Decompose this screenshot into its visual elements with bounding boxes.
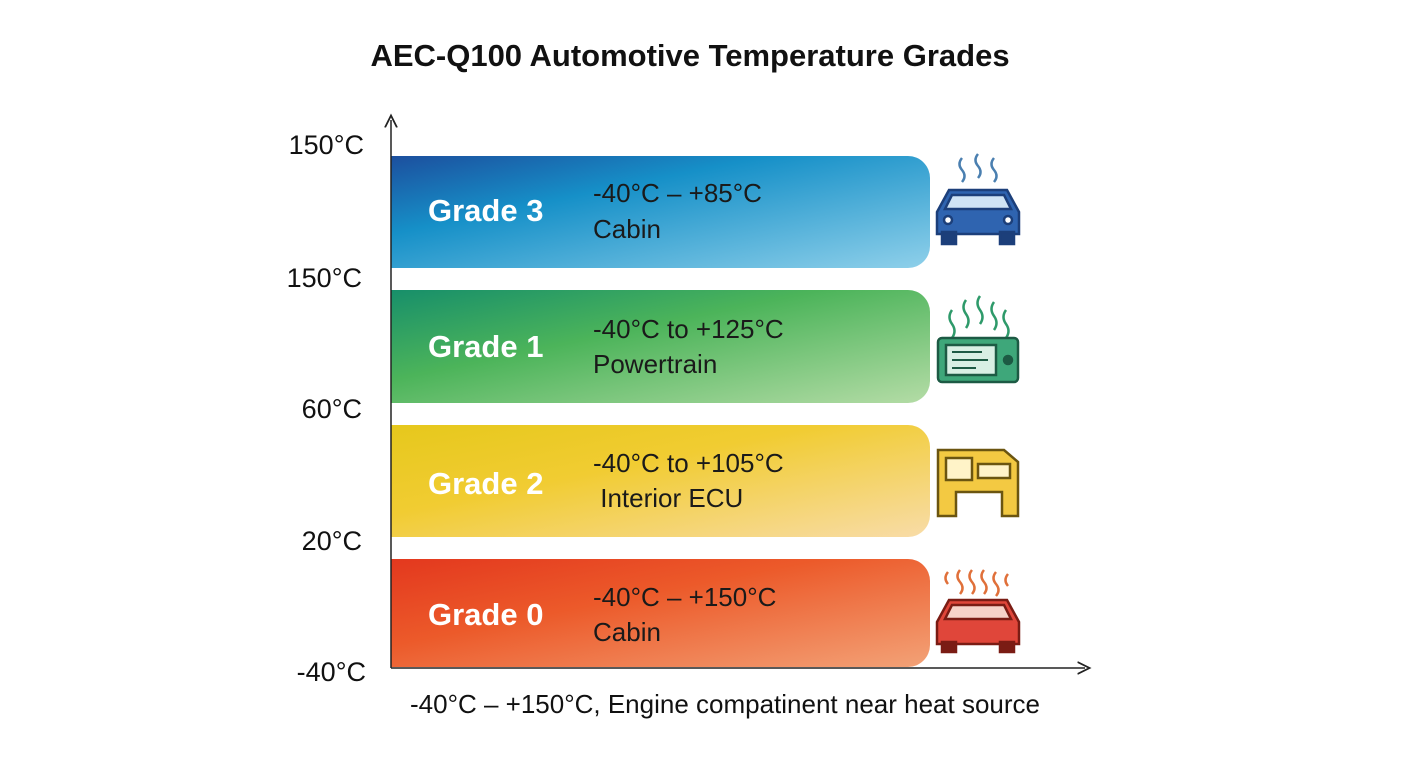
axis-label: 60°C — [302, 394, 362, 424]
car-icon — [935, 569, 1021, 654]
axis-label: 20°C — [302, 526, 362, 556]
title: AEC-Q100 Automotive Temperature Grades — [370, 38, 1009, 73]
band — [391, 156, 930, 268]
ecu-icon — [936, 448, 1020, 518]
use-text: Powertrain — [593, 349, 717, 379]
axis-label: -40°C — [297, 657, 366, 687]
range-text: -40°C – +150°C — [593, 582, 776, 612]
band — [391, 290, 930, 403]
grade-label: Grade 3 — [428, 193, 543, 228]
grade-label: Grade 0 — [428, 597, 543, 632]
module-icon — [936, 295, 1020, 384]
band — [391, 425, 930, 537]
use-text: Interior ECU — [593, 483, 743, 513]
use-text: Cabin — [593, 617, 661, 647]
range-text: -40°C – +85°C — [593, 178, 762, 208]
use-text: Cabin — [593, 214, 661, 244]
car-icon — [935, 153, 1021, 246]
band — [391, 559, 930, 667]
grade-label: Grade 1 — [428, 329, 543, 364]
grade-label: Grade 2 — [428, 466, 543, 501]
range-text: -40°C to +105°C — [593, 448, 784, 478]
axis-label: 150°C — [287, 263, 362, 293]
caption: -40°C – +150°C, Engine compatinent near … — [410, 689, 1040, 719]
axis-label: 150°C — [289, 130, 364, 160]
range-text: -40°C to +125°C — [593, 314, 784, 344]
